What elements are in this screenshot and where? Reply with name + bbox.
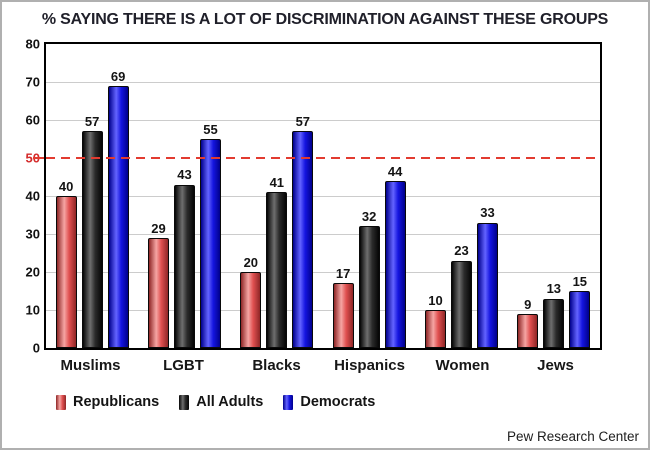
barwrap: 17 bbox=[332, 44, 354, 348]
bar-group-lgbt: 29 43 55 bbox=[138, 44, 230, 348]
bar-democrats-muslims bbox=[107, 85, 129, 348]
bar-republicans-hispanics bbox=[332, 283, 354, 348]
legend-item-democrats: Democrats bbox=[283, 394, 375, 410]
barwrap: 13 bbox=[543, 44, 565, 348]
bar-all-adults-women bbox=[450, 260, 472, 348]
bar-group-women: 10 23 33 bbox=[415, 44, 507, 348]
bar-value-label: 10 bbox=[428, 292, 443, 308]
bar-value-label: 32 bbox=[361, 209, 377, 225]
bar-value-label: 15 bbox=[572, 273, 588, 289]
bar-republicans-muslims bbox=[55, 196, 77, 348]
source-label: Pew Research Center bbox=[506, 429, 639, 444]
bar-group-blacks: 20 41 57 bbox=[231, 44, 323, 348]
bar-value-label: 23 bbox=[454, 243, 469, 259]
barwrap: 9 bbox=[517, 44, 539, 348]
gridline bbox=[46, 310, 600, 311]
category-label-muslims: Muslims bbox=[60, 357, 121, 374]
bar-value-label: 57 bbox=[84, 114, 100, 130]
barwrap: 23 bbox=[450, 44, 472, 348]
barwrap: 69 bbox=[107, 44, 129, 348]
bar-group-hispanics: 17 32 44 bbox=[323, 44, 415, 348]
bar-group-muslims: 40 57 69 bbox=[46, 44, 138, 348]
y-tick-label: 30 bbox=[25, 226, 40, 242]
legend-swatch bbox=[179, 394, 190, 410]
bar-value-label: 13 bbox=[546, 281, 562, 297]
bar-all-adults-lgbt bbox=[173, 184, 195, 348]
reference-line-tick bbox=[33, 157, 44, 159]
y-tick-label: 40 bbox=[25, 188, 40, 204]
legend-item-all-adults: All Adults bbox=[179, 394, 263, 410]
gridline bbox=[46, 82, 600, 83]
barwrap: 57 bbox=[292, 44, 314, 348]
barwrap: 57 bbox=[81, 44, 103, 348]
chart-title: % SAYING THERE IS A LOT OF DISCRIMINATIO… bbox=[41, 11, 609, 28]
category-label-blacks: Blacks bbox=[252, 357, 301, 374]
barwrap: 44 bbox=[384, 44, 406, 348]
barwrap: 29 bbox=[147, 44, 169, 348]
bar-democrats-lgbt bbox=[199, 139, 221, 348]
y-tick-label: 50 bbox=[4, 152, 40, 165]
bar-all-adults-hispanics bbox=[358, 226, 380, 348]
bar-democrats-women bbox=[476, 222, 498, 348]
bar-value-label: 40 bbox=[58, 178, 74, 194]
barwrap: 43 bbox=[173, 44, 195, 348]
bar-value-label: 17 bbox=[335, 266, 351, 282]
bar-value-label: 20 bbox=[243, 254, 259, 270]
y-tick-label: 70 bbox=[25, 74, 40, 90]
bar-value-label: 55 bbox=[203, 121, 218, 137]
barwrap: 32 bbox=[358, 44, 380, 348]
y-tick-label: 20 bbox=[25, 264, 40, 280]
bar-democrats-jews bbox=[569, 291, 591, 348]
y-tick-label: 10 bbox=[25, 302, 40, 318]
gridline bbox=[46, 120, 600, 121]
legend-label: Democrats bbox=[300, 394, 376, 410]
bar-value-label: 57 bbox=[295, 114, 311, 130]
bar-democrats-hispanics bbox=[384, 180, 406, 348]
bar-republicans-women bbox=[424, 310, 446, 348]
bar-all-adults-muslims bbox=[81, 131, 103, 348]
barwrap: 10 bbox=[424, 44, 446, 348]
bar-value-label: 29 bbox=[151, 220, 166, 236]
bar-groups: 40 57 69 29 43 55 20 41 57 17 32 44 10 23 33 9 13 15 bbox=[46, 44, 600, 348]
category-label-lgbt: LGBT bbox=[163, 357, 204, 374]
bar-value-label: 9 bbox=[524, 296, 532, 312]
y-tick-label: 0 bbox=[32, 340, 40, 356]
legend-item-republicans: Republicans bbox=[56, 394, 159, 410]
bar-democrats-blacks bbox=[292, 131, 314, 348]
bar-value-label: 44 bbox=[387, 163, 403, 179]
barwrap: 40 bbox=[55, 44, 77, 348]
barwrap: 15 bbox=[569, 44, 591, 348]
barwrap: 33 bbox=[476, 44, 498, 348]
barwrap: 41 bbox=[266, 44, 288, 348]
category-label-women: Women bbox=[435, 357, 490, 374]
gridline bbox=[46, 272, 600, 273]
bar-value-label: 69 bbox=[110, 68, 126, 84]
legend-swatch bbox=[283, 394, 294, 410]
reference-line-50 bbox=[46, 157, 600, 159]
category-label-hispanics: Hispanics bbox=[334, 357, 405, 374]
bar-value-label: 41 bbox=[269, 174, 285, 190]
y-tick-label: 60 bbox=[25, 112, 40, 128]
bar-value-label: 33 bbox=[480, 205, 495, 221]
bar-all-adults-jews bbox=[543, 298, 565, 348]
legend-swatch bbox=[56, 394, 66, 410]
bar-republicans-lgbt bbox=[147, 237, 169, 348]
category-label-jews: Jews bbox=[537, 357, 574, 374]
bar-all-adults-blacks bbox=[266, 192, 288, 348]
bar-value-label: 43 bbox=[177, 167, 192, 183]
barwrap: 55 bbox=[199, 44, 221, 348]
plot-area: 0102030405060708040576929435520415717324… bbox=[26, 38, 602, 355]
category-axis: Muslims LGBT Blacks Hispanics Women Jews bbox=[44, 357, 602, 374]
gridline bbox=[46, 196, 600, 197]
bar-republicans-jews bbox=[517, 313, 539, 348]
legend-label: Republicans bbox=[73, 394, 160, 410]
bar-group-jews: 9 13 15 bbox=[508, 44, 600, 348]
barwrap: 20 bbox=[240, 44, 262, 348]
gridline bbox=[46, 234, 600, 235]
legend-label: All Adults bbox=[196, 394, 264, 410]
legend: Republicans All Adults Democrats bbox=[56, 394, 375, 410]
y-tick-label: 80 bbox=[25, 36, 40, 52]
bar-republicans-blacks bbox=[240, 272, 262, 348]
